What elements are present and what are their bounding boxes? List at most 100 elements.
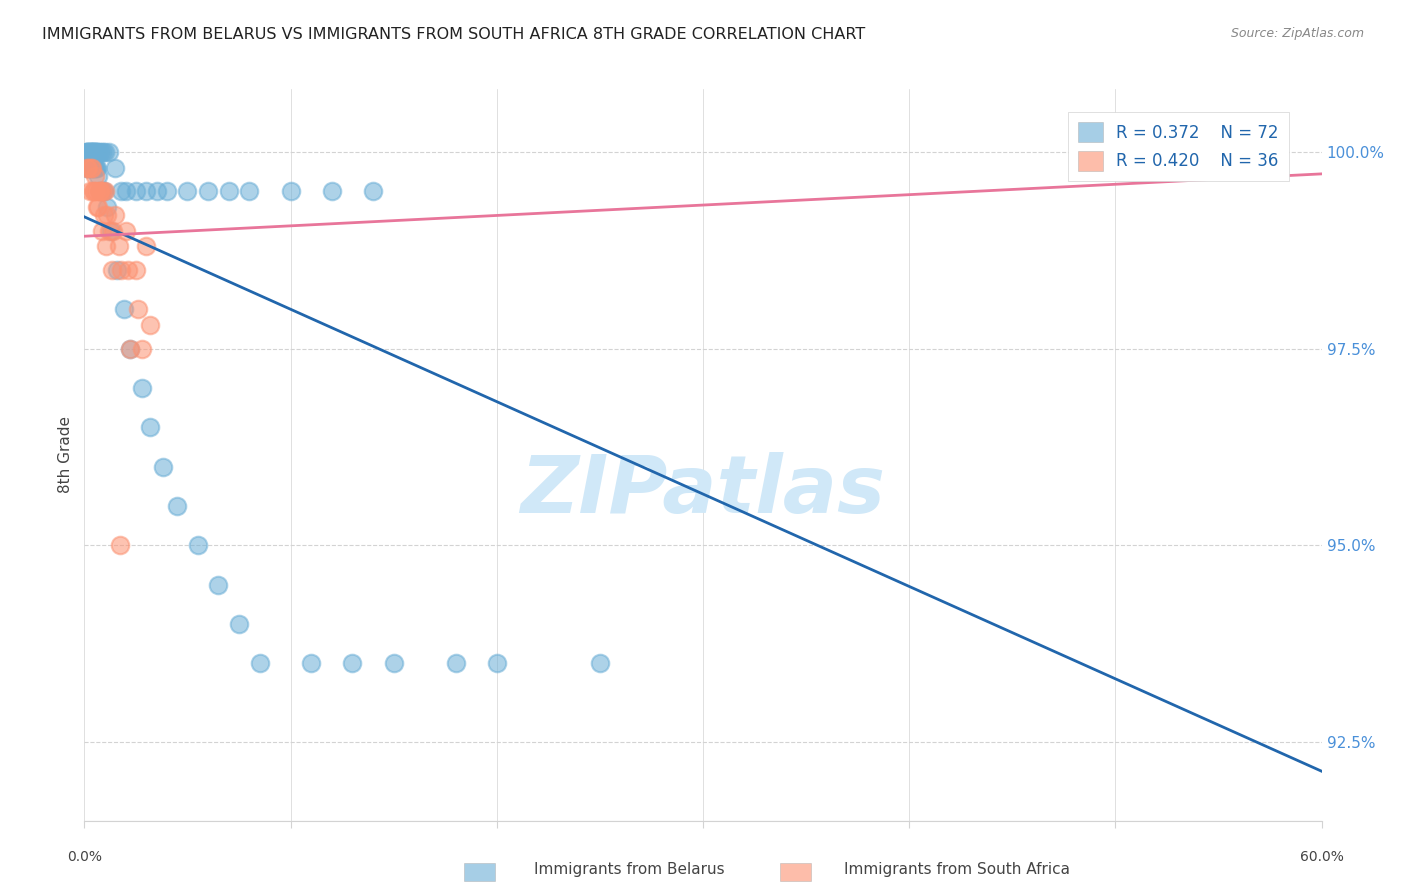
Point: [299, 657, 322, 671]
Point: [76, 161, 98, 175]
Point: [207, 577, 229, 591]
Point: [110, 263, 132, 277]
Point: [79, 161, 101, 175]
Point: [98, 145, 121, 160]
Text: 0.0%: 0.0%: [67, 850, 101, 863]
Point: [145, 185, 167, 199]
Point: [321, 185, 343, 199]
Point: [96, 208, 118, 222]
Point: [83, 169, 105, 183]
Point: [103, 224, 125, 238]
Point: [83, 145, 105, 160]
Point: [249, 657, 271, 671]
Point: [218, 185, 240, 199]
Point: [139, 420, 162, 434]
Point: [166, 499, 188, 513]
Point: [228, 617, 250, 632]
Point: [89, 185, 111, 199]
Point: [1208, 145, 1230, 160]
Point: [90, 185, 112, 199]
Point: [89, 185, 111, 199]
Point: [589, 657, 612, 671]
Point: [83, 185, 105, 199]
Y-axis label: 8th Grade: 8th Grade: [58, 417, 73, 493]
Point: [176, 185, 198, 199]
Point: [79, 145, 101, 160]
Point: [114, 224, 136, 238]
Point: [1208, 145, 1230, 160]
Point: [82, 161, 104, 175]
Point: [87, 169, 110, 183]
Point: [76, 145, 98, 160]
Point: [80, 161, 103, 175]
Point: [83, 145, 105, 160]
Text: IMMIGRANTS FROM BELARUS VS IMMIGRANTS FROM SOUTH AFRICA 8TH GRADE CORRELATION CH: IMMIGRANTS FROM BELARUS VS IMMIGRANTS FR…: [42, 27, 866, 42]
Point: [86, 200, 108, 214]
Point: [131, 342, 153, 356]
Point: [80, 145, 103, 160]
Point: [110, 538, 132, 552]
Point: [187, 538, 209, 552]
Point: [91, 185, 114, 199]
Point: [152, 459, 174, 474]
Point: [101, 263, 124, 277]
Point: [108, 239, 131, 253]
Point: [93, 208, 115, 222]
Point: [83, 145, 105, 160]
Point: [135, 239, 157, 253]
Point: [82, 185, 104, 199]
Point: [80, 145, 103, 160]
Point: [82, 145, 104, 160]
Point: [444, 657, 467, 671]
Point: [98, 224, 121, 238]
Point: [90, 224, 112, 238]
Point: [83, 161, 105, 175]
Point: [361, 185, 384, 199]
Point: [84, 161, 107, 175]
Point: [79, 145, 101, 160]
Text: Source: ZipAtlas.com: Source: ZipAtlas.com: [1230, 27, 1364, 40]
Point: [105, 263, 128, 277]
Point: [100, 224, 122, 238]
Point: [485, 657, 508, 671]
Point: [79, 161, 101, 175]
Point: [77, 161, 100, 175]
Point: [77, 145, 100, 160]
Point: [104, 208, 127, 222]
Point: [75, 145, 97, 160]
Legend: R = 0.372    N = 72, R = 0.420    N = 36: R = 0.372 N = 72, R = 0.420 N = 36: [1067, 112, 1288, 181]
Point: [83, 161, 105, 175]
Point: [114, 185, 136, 199]
Text: Immigrants from South Africa: Immigrants from South Africa: [844, 863, 1070, 877]
Point: [135, 185, 157, 199]
Point: [77, 161, 100, 175]
Point: [82, 145, 104, 160]
Point: [342, 657, 364, 671]
Point: [87, 185, 110, 199]
Point: [87, 145, 110, 160]
Point: [112, 302, 135, 317]
Point: [127, 302, 149, 317]
Point: [125, 263, 148, 277]
Point: [94, 185, 117, 199]
Point: [117, 263, 139, 277]
Point: [80, 161, 103, 175]
Point: [118, 342, 141, 356]
Text: ZIPatlas: ZIPatlas: [520, 452, 886, 531]
Point: [84, 185, 107, 199]
Point: [86, 145, 108, 160]
Point: [382, 657, 405, 671]
Point: [280, 185, 302, 199]
Point: [79, 145, 101, 160]
Point: [84, 145, 107, 160]
Point: [118, 342, 141, 356]
Point: [90, 145, 112, 160]
Point: [79, 161, 101, 175]
Point: [131, 381, 153, 395]
Point: [93, 185, 115, 199]
Point: [86, 161, 108, 175]
Point: [139, 318, 162, 333]
Point: [86, 145, 108, 160]
Point: [104, 161, 127, 175]
Point: [94, 145, 117, 160]
